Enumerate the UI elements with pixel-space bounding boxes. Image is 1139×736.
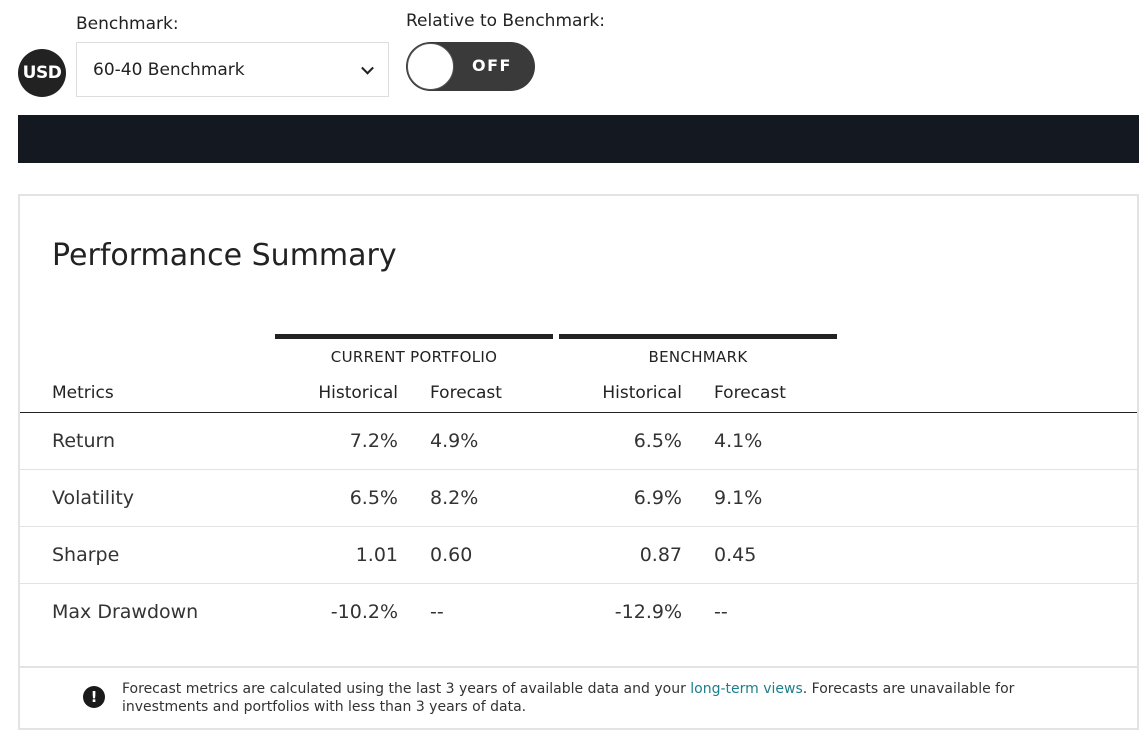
current-historical-value: 6.5% xyxy=(349,487,398,509)
benchmark-label: Benchmark: xyxy=(76,14,179,34)
chevron-down-icon xyxy=(361,61,374,75)
current-forecast-value: 4.9% xyxy=(430,430,479,452)
metric-name: Max Drawdown xyxy=(52,601,199,623)
benchmark-forecast-header: Forecast xyxy=(714,383,786,403)
currency-badge: USD xyxy=(18,49,66,97)
benchmark-select[interactable]: 60-40 Benchmark xyxy=(76,42,389,97)
header-bar xyxy=(18,115,1139,163)
current-historical-value: 7.2% xyxy=(349,430,398,452)
toggle-knob xyxy=(407,43,454,90)
metrics-column-header: Metrics xyxy=(52,383,114,403)
benchmark-historical-value: 6.5% xyxy=(633,430,682,452)
table-row: Return 7.2% 4.9% 6.5% 4.1% xyxy=(20,413,1137,470)
current-forecast-value: 0.60 xyxy=(430,544,473,566)
header-divider xyxy=(20,412,1137,413)
current-forecast-header: Forecast xyxy=(430,383,502,403)
long-term-views-link[interactable]: long-term views xyxy=(690,681,803,697)
benchmark-historical-value: 0.87 xyxy=(639,544,682,566)
current-historical-value: -10.2% xyxy=(330,601,398,623)
current-historical-value: 1.01 xyxy=(355,544,398,566)
current-forecast-value: 8.2% xyxy=(430,487,479,509)
performance-summary-card: Performance Summary CURRENT PORTFOLIO BE… xyxy=(18,194,1139,730)
benchmark-select-value: 60-40 Benchmark xyxy=(93,59,245,80)
toggle-state: OFF xyxy=(472,56,512,75)
table-row: Max Drawdown -10.2% -- -12.9% -- xyxy=(20,584,1137,641)
benchmark-historical-value: -12.9% xyxy=(614,601,682,623)
metric-name: Return xyxy=(52,430,116,452)
benchmark-rule xyxy=(559,334,837,339)
relative-to-benchmark-label: Relative to Benchmark: xyxy=(406,11,605,31)
card-title: Performance Summary xyxy=(52,238,397,273)
metric-name: Sharpe xyxy=(52,544,120,566)
relative-to-benchmark-toggle[interactable]: OFF xyxy=(406,42,535,91)
current-historical-header: Historical xyxy=(318,383,398,403)
note-text-after: . Forecasts are unavailable for investme… xyxy=(122,681,1015,715)
benchmark-heading: BENCHMARK xyxy=(648,348,748,366)
table-row: Volatility 6.5% 8.2% 6.9% 9.1% xyxy=(20,470,1137,527)
benchmark-historical-value: 6.9% xyxy=(633,487,682,509)
current-portfolio-rule xyxy=(275,334,553,339)
table-row: Sharpe 1.01 0.60 0.87 0.45 xyxy=(20,527,1137,584)
current-forecast-value: -- xyxy=(430,601,444,623)
note-text-before: Forecast metrics are calculated using th… xyxy=(122,681,691,697)
metric-name: Volatility xyxy=(52,487,135,509)
benchmark-historical-header: Historical xyxy=(602,383,682,403)
current-portfolio-heading: CURRENT PORTFOLIO xyxy=(330,348,498,366)
note-divider xyxy=(20,666,1137,668)
exclamation-icon: ! xyxy=(83,686,105,708)
forecast-note: Forecast metrics are calculated using th… xyxy=(122,680,1082,716)
benchmark-forecast-value: 0.45 xyxy=(714,544,757,566)
benchmark-forecast-value: 4.1% xyxy=(714,430,763,452)
benchmark-forecast-value: -- xyxy=(714,601,728,623)
benchmark-forecast-value: 9.1% xyxy=(714,487,763,509)
